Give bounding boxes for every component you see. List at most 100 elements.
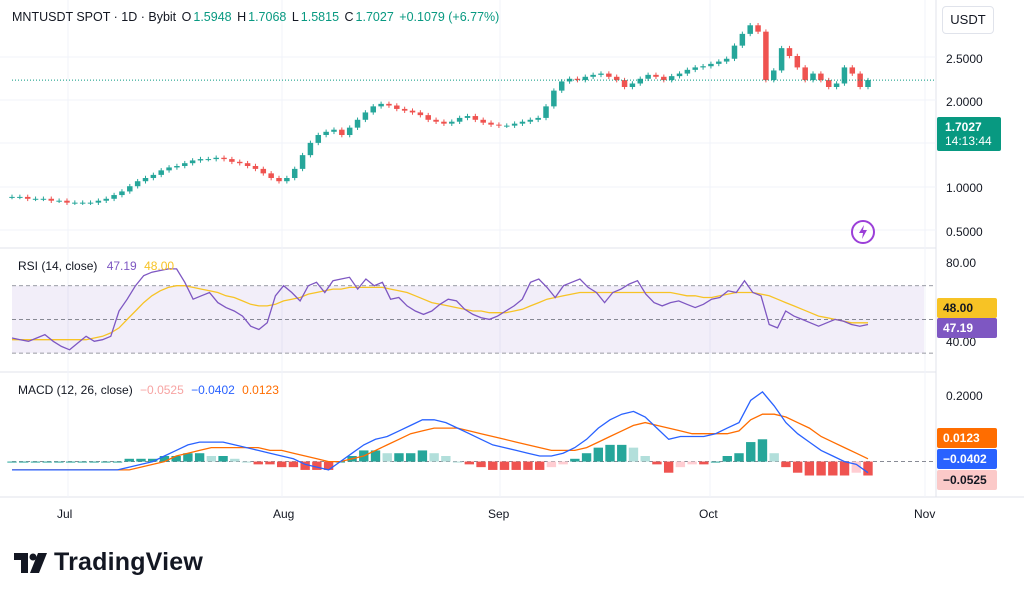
candle-body [24, 196, 31, 199]
last-price-value: 1.7027 [945, 120, 982, 134]
candle-body [433, 119, 439, 122]
candle-body [236, 161, 243, 164]
candle-body [362, 112, 369, 120]
macd-histogram-bar [30, 461, 41, 463]
lightning-icon[interactable] [851, 220, 875, 244]
candle-body [189, 160, 196, 164]
macd-line-value: −0.0402 [191, 383, 235, 397]
macd-title[interactable]: MACD (12, 26, close) [18, 383, 133, 397]
candle-body [810, 73, 816, 81]
candle-body [221, 157, 227, 160]
macd-histogram-bar [183, 453, 193, 462]
time-tick: Aug [273, 507, 295, 521]
macd-histogram-bar [488, 461, 498, 470]
macd-histogram-bar [746, 442, 756, 462]
macd-histogram-bar [499, 461, 510, 470]
macd-histogram-bar [699, 461, 709, 465]
macd-histogram-bar [570, 458, 580, 462]
macd-tick: 0.2000 [946, 389, 983, 403]
candle-body [558, 81, 565, 91]
price-tick: 0.5000 [946, 225, 983, 239]
macd-histogram-bar [253, 461, 263, 465]
candle-body [142, 178, 149, 182]
rsi-value-tag: 47.19 [937, 318, 997, 338]
candle-body [606, 73, 612, 77]
close-value: 1.7027 [355, 10, 394, 24]
macd-histogram-bar [136, 458, 146, 462]
rsi-tick: 80.00 [946, 256, 977, 270]
candle-body [331, 129, 337, 132]
candle-body [79, 202, 86, 204]
price-tick: 1.0000 [946, 181, 983, 195]
macd-histogram-bar [652, 461, 662, 465]
macd-legend: MACD (12, 26, close) −0.0525 −0.0402 0.0… [18, 383, 279, 397]
candle-body [260, 168, 267, 174]
macd-signal-tag: 0.0123 [937, 428, 997, 448]
macd-histogram-bar [781, 461, 791, 468]
macd-histogram-bar [159, 456, 170, 462]
macd-histogram-bar [769, 453, 779, 462]
candle-body [40, 198, 47, 200]
rsi-title[interactable]: RSI (14, close) [18, 259, 98, 273]
macd-histogram-bar [42, 461, 52, 463]
candle-body [48, 198, 55, 201]
candle-body [794, 56, 801, 68]
macd-histogram-bar [839, 461, 850, 476]
candle-body [87, 202, 94, 204]
candle-body [645, 74, 651, 79]
candle-body [197, 159, 204, 161]
macd-histogram-bar [148, 458, 158, 462]
macd-histogram-bar [441, 456, 451, 462]
candle-body [103, 198, 109, 201]
macd-histogram-bar [230, 458, 240, 462]
candle-body [511, 123, 518, 126]
macd-histogram-bar [628, 447, 639, 462]
candle-body [582, 76, 589, 81]
candle-body [684, 69, 691, 74]
macd-histogram-bar [54, 461, 64, 463]
candle-body [802, 67, 808, 81]
low-value: 1.5815 [300, 10, 340, 24]
candle-body [535, 117, 541, 120]
macd-histogram-bar [710, 461, 721, 463]
candle-body [409, 110, 416, 113]
candle-body [213, 157, 219, 160]
price-tick: 2.5000 [946, 52, 983, 66]
macd-histogram-bar [640, 456, 650, 462]
candle-body [158, 170, 164, 175]
macd-histogram-bar [417, 450, 428, 462]
candle-body [590, 74, 596, 77]
macd-histogram-bar [89, 461, 99, 463]
candle-body [849, 67, 856, 74]
candle-body [229, 159, 235, 162]
candle-body [276, 178, 282, 182]
candle-body [739, 33, 746, 46]
currency-button[interactable]: USDT [942, 6, 994, 34]
low-label: L [291, 10, 299, 24]
candle-body [527, 119, 534, 122]
macd-histogram-bar [511, 461, 521, 470]
candle-body [56, 200, 62, 202]
macd-line-tag: −0.0402 [937, 449, 997, 469]
candle-body [323, 131, 329, 136]
symbol-label[interactable]: MNTUSDT SPOT · 1D · Bybit [12, 10, 177, 24]
candle-body [551, 90, 557, 107]
macd-histogram-bar [206, 456, 217, 462]
macd-histogram-bar [112, 461, 123, 463]
candle-body [676, 73, 683, 77]
macd-hist-value: −0.0525 [140, 383, 184, 397]
rsi-legend: RSI (14, close) 47.19 48.00 [18, 259, 174, 273]
rsi-tick: 40.00 [946, 335, 977, 349]
candle-body [417, 112, 424, 116]
candle-body [291, 168, 298, 179]
candle-body [425, 115, 431, 120]
candle-body [637, 78, 644, 84]
candle-body [566, 78, 573, 82]
macd-histogram-bar [77, 461, 88, 463]
close-label: C [344, 10, 354, 24]
candle-body [629, 83, 636, 87]
candle-body [778, 48, 785, 71]
candle-body [692, 67, 698, 70]
candle-body [716, 61, 722, 64]
